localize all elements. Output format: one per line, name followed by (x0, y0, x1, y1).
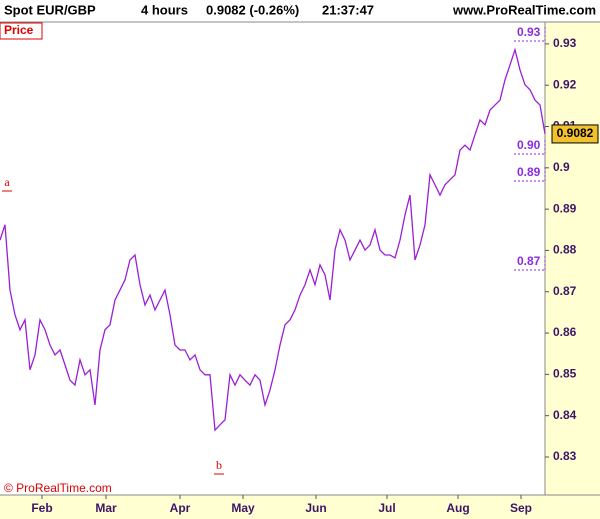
level-label: 0.93 (517, 25, 541, 39)
panel-label: Price (4, 23, 34, 37)
x-tick-label: May (231, 501, 255, 515)
x-tick-label: Jul (378, 501, 395, 515)
y-tick-label: 0.9 (553, 160, 570, 174)
level-label: 0.87 (517, 254, 541, 268)
last-price-box (551, 124, 599, 144)
y-tick-label: 0.93 (553, 36, 577, 50)
y-tick-label: 0.92 (553, 77, 577, 91)
header-period: 4 hours (141, 2, 188, 17)
header-site: www.ProRealTime.com (452, 2, 596, 17)
panel-label-box (0, 22, 43, 40)
x-tick-label: Aug (446, 501, 469, 515)
y-tick-label: 0.87 (553, 284, 577, 298)
level-label: 0.89 (517, 165, 541, 179)
x-tick-label: Feb (31, 501, 52, 515)
y-tick-label: 0.83 (553, 449, 577, 463)
x-tick-label: Jun (305, 501, 326, 515)
last-price-label: 0.9082 (557, 126, 594, 140)
y-tick-label: 0.88 (553, 243, 577, 257)
y-tick-label: 0.89 (553, 201, 577, 215)
annotation: b (216, 458, 222, 472)
y-tick-label: 0.86 (553, 325, 577, 339)
x-axis-band (0, 495, 600, 519)
y-tick-label: 0.84 (553, 408, 577, 422)
level-label: 0.90 (517, 138, 541, 152)
header-instrument: Spot EUR/GBP (4, 2, 96, 17)
x-tick-label: Sep (510, 501, 532, 515)
x-tick-label: Mar (95, 501, 117, 515)
copyright: © ProRealTime.com (4, 481, 112, 495)
header-quote: 0.9082 (-0.26%) (206, 2, 299, 17)
price-line (0, 47, 546, 432)
annotation: a (4, 175, 10, 189)
y-tick-label: 0.85 (553, 367, 577, 381)
x-tick-label: Apr (170, 501, 191, 515)
header-time: 21:37:47 (322, 2, 374, 17)
y-axis-band (545, 22, 600, 519)
